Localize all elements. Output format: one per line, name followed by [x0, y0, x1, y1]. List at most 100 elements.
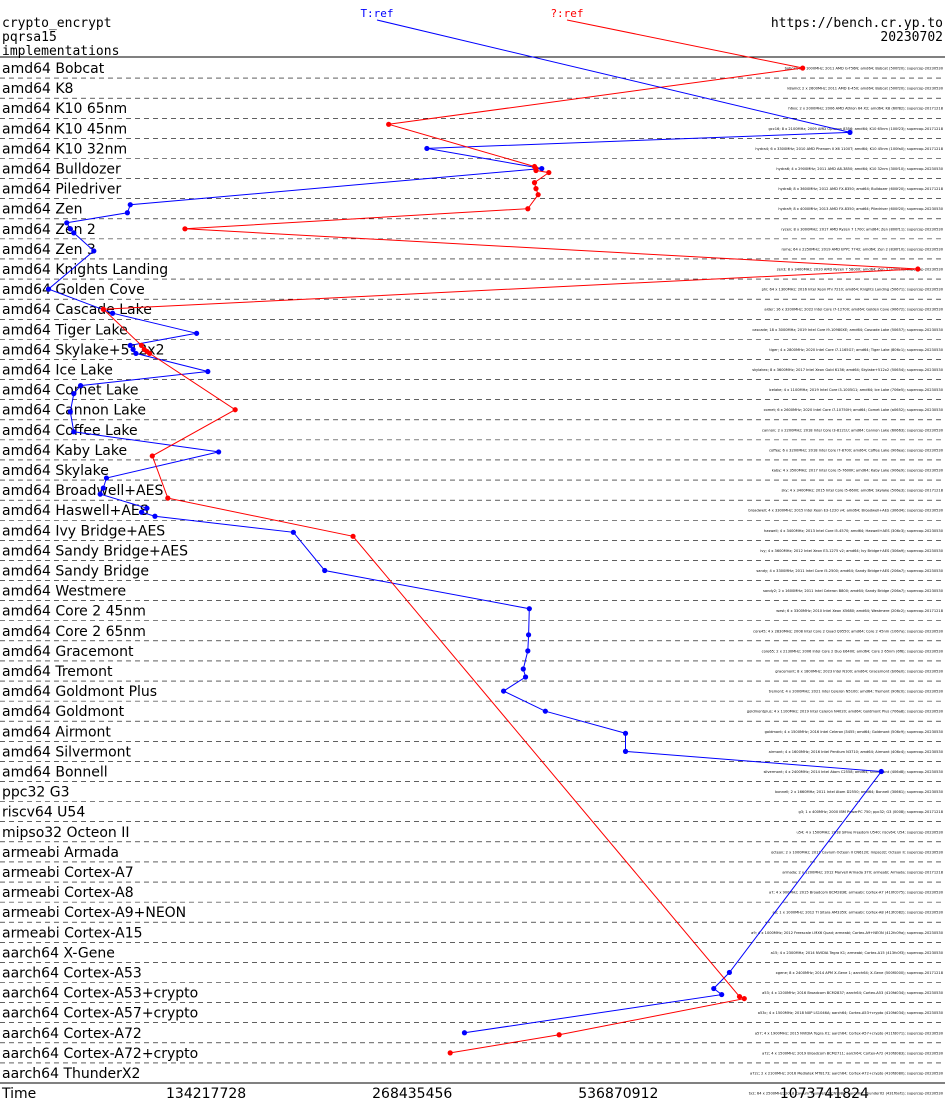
- category-label: amd64 Zen 2: [2, 222, 96, 238]
- series-t-ref-line: [47, 131, 883, 1034]
- category-label: amd64 Bulldozer: [2, 162, 121, 178]
- series-t-ref-point: [152, 513, 158, 519]
- x-tick-label: 134217728: [166, 1086, 246, 1102]
- chart-header: crypto_encrypt pqrsa15 implementations h…: [0, 16, 945, 59]
- machine-detail: octeon; 2 x 1000MHz; 2011 Cavium Octeon …: [771, 850, 944, 854]
- series-t-ref-point: [726, 969, 732, 976]
- machine-detail: xgene; 8 x 2400MHz; 2014 APM X-Gene 1; a…: [776, 971, 944, 975]
- series-q-ref-point: [533, 167, 539, 174]
- machine-detail: rome; 64 x 2250MHz; 2019 AMD EPYC 7742; …: [782, 247, 944, 251]
- series-t-ref-point: [130, 346, 136, 353]
- series-t-ref-point: [542, 708, 548, 714]
- category-label: amd64 Core 2 45nm: [2, 604, 146, 620]
- machine-detail: a72c; 2 x 2100MHz; 2016 Mediatek MT8173;…: [750, 1071, 944, 1075]
- machine-detail: sky; 4 x 3400MHz; 2015 Intel Core i5-660…: [782, 489, 944, 493]
- category-label: amd64 Skylake: [2, 463, 109, 479]
- machine-detail: gracemont; 8 x 1800MHz; 2023 Intel N100;…: [775, 669, 943, 673]
- machine-detail: gcc16; 8 x 2100MHz; 2009 AMD Opteron 835…: [769, 127, 944, 131]
- series-t-ref-point: [525, 648, 531, 654]
- machine-detail: h6xx; 2 x 2000MHz; 2006 AMD Athlon 64 X2…: [788, 107, 943, 111]
- machine-detail: a9; 4 x 1000MHz; 2012 Freescale i.MX6 Qu…: [751, 931, 944, 935]
- machine-detail: hydra4; 6 x 3300MHz; 2010 AMD Phenom II …: [755, 147, 943, 151]
- series-t-ref-point: [539, 165, 545, 172]
- series-q-ref-point: [350, 533, 356, 539]
- category-label: amd64 Zen: [2, 202, 82, 218]
- machine-detail: airmont; 4 x 1600MHz; 2016 Intel Pentium…: [769, 750, 944, 754]
- series-q-ref-point: [535, 192, 541, 198]
- series-t-ref-point: [77, 382, 84, 389]
- machine-detail: sandy2; 2 x 1600MHz; 2011 Intel Celeron …: [763, 589, 944, 593]
- machine-detail: core65; 2 x 2130MHz; 2006 Intel Core 2 D…: [762, 649, 944, 653]
- machine-detail: ivy; 4 x 3600MHz; 2012 Intel Xeon E3-127…: [760, 549, 943, 553]
- category-label: amd64 Comet Lake: [2, 383, 139, 399]
- series-q-ref-point: [546, 169, 552, 176]
- category-label: amd64 Skylake+512x2: [2, 342, 164, 358]
- machine-detail: goldmont; 4 x 1500MHz; 2016 Intel Celero…: [765, 730, 944, 734]
- machine-detail: a53c; 4 x 1500MHz; 2018 NXP LS1046A; aar…: [758, 1011, 944, 1015]
- legend-q-ref-connector: [566, 19, 803, 69]
- machine-detail: zen3; 8 x 3400MHz; 2020 AMD Ryzen 7 5800…: [777, 268, 944, 272]
- legend-t-ref-label: T:ref: [360, 7, 393, 20]
- x-axis-label: Time: [1, 1086, 36, 1102]
- machine-detail: armada; 2 x 1200MHz; 2012 Marvell Armada…: [782, 870, 943, 874]
- series-t-ref-point: [205, 368, 211, 375]
- plot-area: [45, 65, 921, 1056]
- header-left-line-2: pqrsa15: [2, 30, 57, 45]
- category-label: amd64 K8: [2, 81, 73, 97]
- series-t-ref-point: [622, 748, 629, 754]
- category-label: armeabi Cortex-A15: [2, 925, 143, 941]
- machine-detail: a7; 4 x 900MHz; 2015 Broadcom BCM2836; a…: [769, 891, 944, 895]
- machine-detail: tiger; 4 x 2800MHz; 2020 Intel Core i7-1…: [769, 348, 943, 352]
- category-label: armeabi Cortex-A8: [2, 885, 134, 901]
- machine-detail: ryzen; 8 x 3000MHz; 2017 AMD Ryzen 7 170…: [781, 227, 944, 231]
- category-label: aarch64 Cortex-A57+crypto: [2, 1006, 198, 1022]
- category-label: amd64 Airmont: [2, 724, 111, 740]
- series-t-ref-point: [71, 429, 77, 435]
- machine-detail: west; 6 x 3300MHz; 2010 Intel Xeon X5680…: [776, 609, 943, 613]
- machine-detail: hydra8; 8 x 3600MHz; 2012 AMD FX-8350; a…: [778, 187, 943, 191]
- series-legend: T:ref ?:ref: [360, 7, 851, 133]
- category-label: amd64 Ivy Bridge+AES: [2, 523, 165, 539]
- category-label: amd64 Tremont: [2, 664, 113, 680]
- series-t-ref-point: [500, 688, 507, 694]
- series-t-ref-point: [71, 230, 77, 236]
- series-q-ref-point: [531, 180, 538, 186]
- series-q-ref-point: [533, 186, 539, 192]
- series-t-ref-point: [622, 730, 629, 736]
- series-t-ref-point: [290, 529, 296, 535]
- category-label: amd64 Kaby Lake: [2, 443, 127, 459]
- series-q-ref-point: [447, 1050, 453, 1056]
- machine-detail: haswell; 4 x 3400MHz; 2013 Intel Core i5…: [764, 529, 944, 533]
- legend-t-ref-connector: [376, 19, 851, 133]
- machine-detail: k8amd; 2 x 2600MHz; 2011 AMD E-450; amd6…: [787, 87, 943, 91]
- category-label: riscv64 U54: [2, 805, 85, 821]
- x-tick-label: 268435456: [372, 1086, 452, 1102]
- header-right-line-1: https://bench.cr.yp.to: [771, 16, 943, 31]
- series-t-ref-point: [878, 768, 884, 775]
- series-t-ref-point: [461, 1030, 468, 1036]
- series-q-ref-point: [232, 407, 238, 413]
- machine-details: bobcat; 2 x 1000MHz; 2011 AMD G-T56N; am…: [747, 67, 944, 1096]
- category-label: amd64 Ice Lake: [2, 363, 113, 379]
- series-t-ref-point: [138, 509, 145, 515]
- category-label: aarch64 ThunderX2: [2, 1066, 140, 1082]
- series-q-ref-point: [525, 206, 531, 212]
- category-label: amd64 Gracemont: [2, 644, 134, 660]
- machine-detail: silvermont; 4 x 2400MHz; 2014 Intel Atom…: [764, 770, 944, 774]
- machine-detail: broadwell; 4 x 3300MHz; 2015 Intel Xeon …: [748, 509, 943, 513]
- category-label: amd64 Core 2 65nm: [2, 624, 146, 640]
- series-t-ref-point: [64, 220, 70, 226]
- category-label: aarch64 Cortex-A72+crypto: [2, 1046, 198, 1062]
- series-q-ref-point: [915, 266, 921, 272]
- machine-detail: skylakex; 8 x 3600MHz; 2017 Intel Xeon G…: [752, 368, 943, 372]
- series-q-ref-point: [386, 121, 392, 127]
- machine-detail: tx2; 64 x 2500MHz; 2018 Cavium ThunderX2…: [749, 1092, 944, 1096]
- category-label: amd64 Cascade Lake: [2, 302, 152, 318]
- category-label: armeabi Armada: [2, 845, 119, 861]
- machine-detail: a72; 4 x 1500MHz; 2019 Broadcom BCM2711;…: [762, 1051, 944, 1055]
- x-axis: Time 134217728 268435456 536870912 10737418…: [0, 1082, 945, 1102]
- machine-detail: g3; 1 x 400MHz; 2000 IBM PowerPC 750; pp…: [798, 810, 943, 814]
- category-label: amd64 K10 65nm: [2, 101, 127, 117]
- machine-detail: kaby; 4 x 3500MHz; 2017 Intel Core i5-76…: [772, 469, 944, 473]
- machine-detail: phi; 64 x 1300MHz; 2016 Intel Xeon Phi 7…: [762, 288, 944, 292]
